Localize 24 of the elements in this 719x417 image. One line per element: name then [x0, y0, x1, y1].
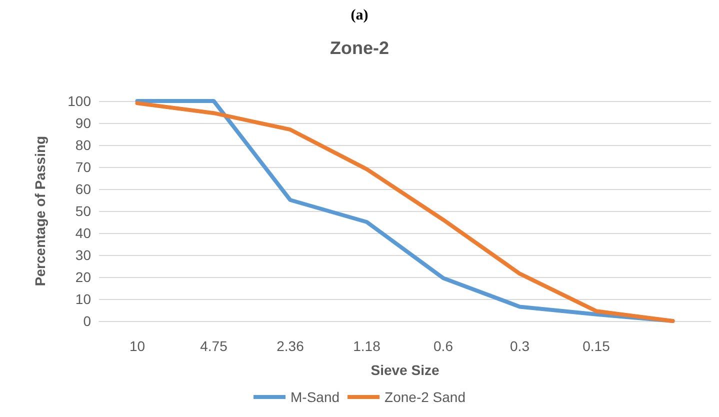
y-tick-label: 60: [75, 181, 92, 197]
x-tick-label: 2.36: [276, 338, 304, 354]
y-tick-label: 10: [75, 291, 92, 307]
legend-label: Zone-2 Sand: [384, 389, 466, 405]
x-tick-label: 1.18: [353, 338, 381, 354]
x-tick-label: 0.3: [510, 338, 530, 354]
y-tick-label: 80: [75, 137, 92, 153]
y-tick-label: 0: [83, 313, 92, 329]
y-axis-title: Percentage of Passing: [32, 136, 48, 286]
y-tick-label: 20: [75, 269, 92, 285]
y-tick-label: 50: [75, 203, 92, 219]
x-tick-label: 0.6: [434, 338, 454, 354]
y-tick-label: 90: [75, 115, 92, 131]
x-tick-label: 4.75: [200, 338, 228, 354]
legend-label: M-Sand: [290, 389, 340, 405]
y-tick-label: 30: [75, 247, 92, 263]
text: (a): [350, 8, 368, 24]
y-tick-label: 40: [75, 225, 92, 241]
chart-title: Zone-2: [330, 38, 390, 58]
x-tick-label: 10: [129, 338, 146, 354]
x-tick-label: 0.15: [582, 338, 610, 354]
x-axis-title: Sieve Size: [370, 362, 440, 378]
y-tick-label: 70: [75, 159, 92, 175]
y-tick-label: 100: [68, 93, 92, 109]
